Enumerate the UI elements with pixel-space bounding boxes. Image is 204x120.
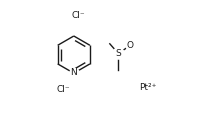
- Text: S: S: [115, 49, 121, 58]
- Text: O: O: [127, 41, 134, 50]
- Text: Pt²⁺: Pt²⁺: [140, 83, 157, 92]
- Text: Cl⁻: Cl⁻: [71, 11, 85, 19]
- Text: N: N: [70, 68, 77, 77]
- Text: Cl⁻: Cl⁻: [56, 85, 70, 94]
